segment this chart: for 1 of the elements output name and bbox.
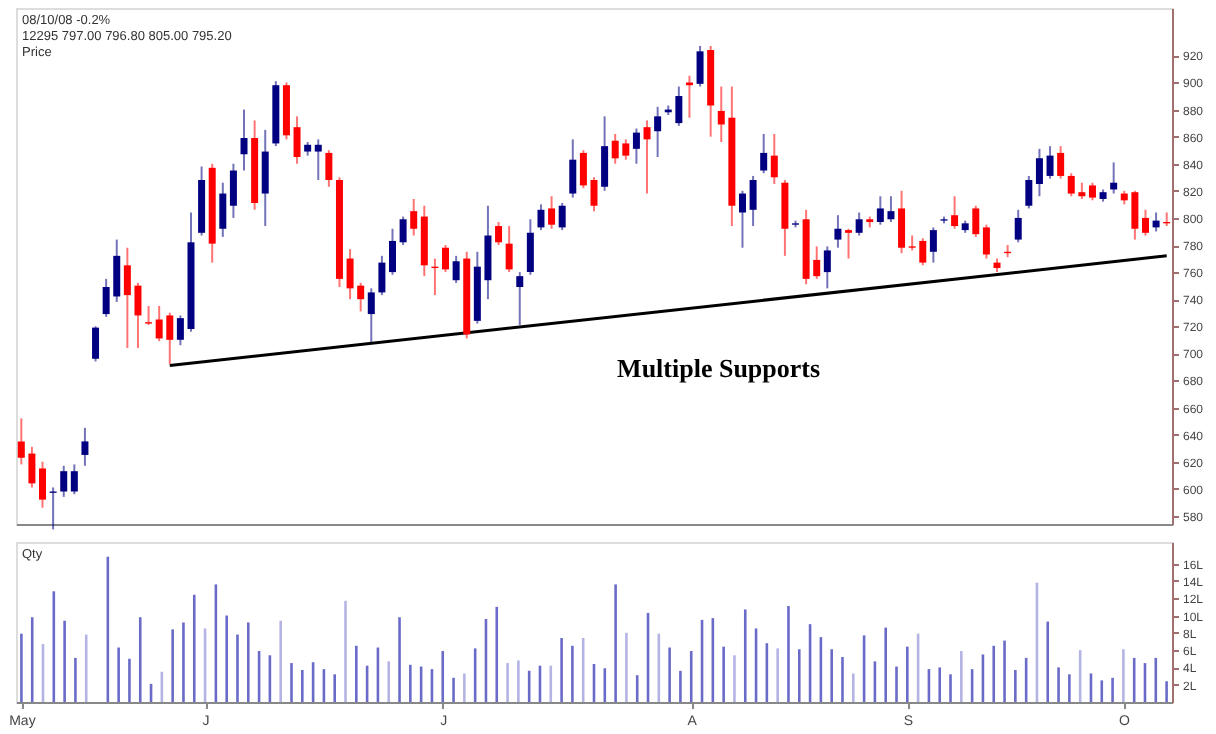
annotation: Multiple Supports: [617, 353, 821, 384]
